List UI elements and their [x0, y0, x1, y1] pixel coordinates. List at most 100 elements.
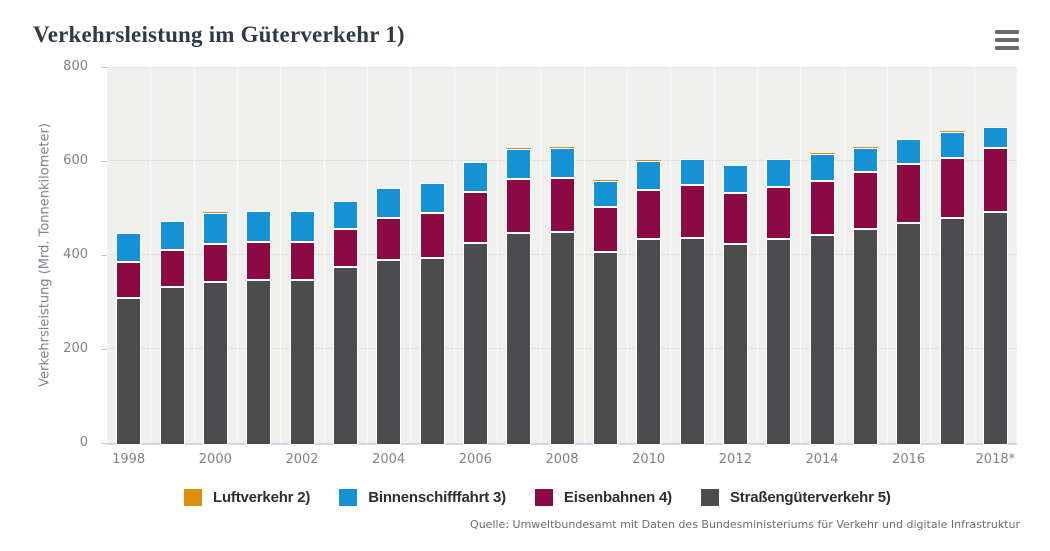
bar-2003[interactable] — [332, 200, 358, 445]
bar-2002[interactable] — [289, 210, 315, 445]
bar-2013[interactable] — [766, 158, 792, 445]
segment-eisenbahnen-2001 — [246, 242, 272, 280]
y-tick-600: 600 — [63, 153, 88, 168]
segment-strassengueterverkehr-2000 — [202, 281, 228, 445]
y-tickmark-600 — [101, 161, 107, 162]
x-tick-2002: 2002 — [285, 452, 319, 467]
segment-strassengueterverkehr-2005 — [419, 258, 445, 445]
column-separator — [237, 67, 238, 443]
segment-strassengueterverkehr-2012 — [722, 244, 748, 445]
segment-eisenbahnen-2010 — [636, 189, 662, 239]
segment-eisenbahnen-2013 — [766, 186, 792, 240]
legend-item-binnenschifffahrt[interactable]: Binnenschifffahrt 3) — [339, 489, 506, 506]
segment-binnenschifffahrt-2002 — [289, 211, 315, 242]
x-tick-2018*: 2018* — [975, 452, 1016, 467]
legend-swatch-strassengueterverkehr-icon — [700, 489, 719, 506]
y-tickmark-800 — [101, 67, 107, 68]
bar-2005[interactable] — [419, 182, 445, 445]
x-tick-2012: 2012 — [718, 452, 752, 467]
segment-binnenschifffahrt-2009 — [592, 180, 618, 208]
bar-2015[interactable] — [852, 147, 878, 445]
hamburger-menu-icon[interactable] — [995, 30, 1019, 50]
hamburger-bar — [995, 38, 1019, 42]
y-tickmark-400 — [101, 255, 107, 256]
x-tick-2006: 2006 — [458, 452, 492, 467]
segment-eisenbahnen-2004 — [376, 217, 402, 260]
segment-eisenbahnen-2012 — [722, 193, 748, 245]
segment-binnenschifffahrt-2001 — [246, 211, 272, 243]
y-tick-400: 400 — [63, 247, 88, 262]
legend-item-strassengueterverkehr[interactable]: Straßengüterverkehr 5) — [700, 489, 891, 506]
x-tick-2014: 2014 — [805, 452, 839, 467]
segment-binnenschifffahrt-2003 — [332, 201, 358, 229]
y-tick-200: 200 — [63, 341, 88, 356]
segment-eisenbahnen-2005 — [419, 213, 445, 259]
bar-2001[interactable] — [246, 210, 272, 445]
bar-2011[interactable] — [679, 158, 705, 445]
segment-eisenbahnen-2018* — [982, 147, 1008, 212]
bar-1999[interactable] — [159, 220, 185, 445]
column-separator — [757, 67, 758, 443]
segment-strassengueterverkehr-2007 — [506, 233, 532, 445]
bar-2008[interactable] — [549, 147, 575, 445]
bar-2012[interactable] — [722, 164, 748, 445]
segment-strassengueterverkehr-2018* — [982, 211, 1008, 445]
segment-eisenbahnen-2014 — [809, 180, 835, 236]
chart-title: Verkehrsleistung im Güterverkehr 1) — [33, 22, 405, 47]
column-separator — [800, 67, 802, 443]
bar-2017[interactable] — [939, 131, 965, 445]
x-tick-2000: 2000 — [198, 452, 232, 467]
segment-binnenschifffahrt-2007 — [506, 148, 532, 179]
segment-eisenbahnen-2009 — [592, 207, 618, 253]
segment-eisenbahnen-2008 — [549, 178, 575, 233]
bar-2014[interactable] — [809, 153, 835, 445]
segment-binnenschifffahrt-2004 — [376, 188, 402, 218]
legend-label-strassengueterverkehr: Straßengüterverkehr 5) — [729, 489, 891, 506]
column-separator — [193, 67, 195, 443]
bar-2000[interactable] — [202, 212, 228, 445]
segment-strassengueterverkehr-2009 — [592, 252, 618, 445]
column-separator — [453, 67, 455, 443]
hamburger-bar — [995, 46, 1019, 50]
legend-swatch-eisenbahnen-icon — [534, 489, 553, 506]
bar-2004[interactable] — [376, 187, 402, 445]
segment-binnenschifffahrt-2017 — [939, 131, 965, 158]
y-tickmark-0 — [101, 443, 107, 444]
segment-eisenbahnen-1998 — [116, 261, 142, 298]
segment-binnenschifffahrt-1998 — [116, 233, 142, 262]
bar-1998[interactable] — [116, 232, 142, 445]
column-separator — [843, 67, 845, 443]
column-separator — [497, 67, 498, 443]
column-separator — [410, 67, 412, 443]
legend-item-eisenbahnen[interactable]: Eisenbahnen 4) — [534, 489, 672, 506]
segment-binnenschifffahrt-2015 — [852, 147, 878, 172]
column-separator — [323, 67, 325, 443]
segment-binnenschifffahrt-2008 — [549, 147, 575, 179]
legend-swatch-binnenschifffahrt-icon — [339, 489, 358, 506]
segment-eisenbahnen-2017 — [939, 157, 965, 218]
segment-eisenbahnen-2003 — [332, 228, 358, 268]
x-tick-2016: 2016 — [892, 452, 926, 467]
segment-eisenbahnen-2002 — [289, 241, 315, 280]
gridline-800 — [107, 67, 1017, 68]
column-separator — [540, 67, 542, 443]
segment-binnenschifffahrt-2010 — [636, 160, 662, 190]
segment-strassengueterverkehr-2015 — [852, 228, 878, 445]
bar-2018*[interactable] — [982, 126, 1008, 445]
bar-2006[interactable] — [462, 161, 488, 445]
bar-2010[interactable] — [636, 160, 662, 445]
bar-2016[interactable] — [896, 138, 922, 445]
column-separator — [583, 67, 585, 443]
column-separator — [627, 67, 628, 443]
bar-2009[interactable] — [592, 180, 618, 445]
x-tick-2008: 2008 — [545, 452, 579, 467]
segment-binnenschifffahrt-2016 — [896, 139, 922, 165]
segment-binnenschifffahrt-2018* — [982, 127, 1008, 148]
segment-eisenbahnen-2006 — [462, 192, 488, 243]
bar-2007[interactable] — [506, 148, 532, 445]
y-tick-0: 0 — [79, 435, 88, 450]
legend-item-luftverkehr[interactable]: Luftverkehr 2) — [184, 489, 310, 506]
segment-strassengueterverkehr-2010 — [636, 238, 662, 445]
segment-strassengueterverkehr-2003 — [332, 267, 358, 445]
